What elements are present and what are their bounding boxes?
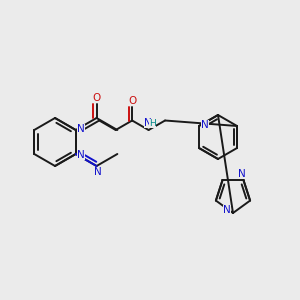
Text: N: N bbox=[94, 167, 101, 177]
Text: O: O bbox=[92, 93, 101, 103]
Text: N: N bbox=[201, 120, 209, 130]
Text: N: N bbox=[223, 205, 231, 215]
Text: N: N bbox=[144, 118, 152, 128]
Text: O: O bbox=[128, 95, 136, 106]
Text: N: N bbox=[77, 124, 85, 134]
Text: N: N bbox=[77, 150, 85, 160]
Text: H: H bbox=[149, 118, 156, 127]
Text: N: N bbox=[238, 169, 245, 179]
